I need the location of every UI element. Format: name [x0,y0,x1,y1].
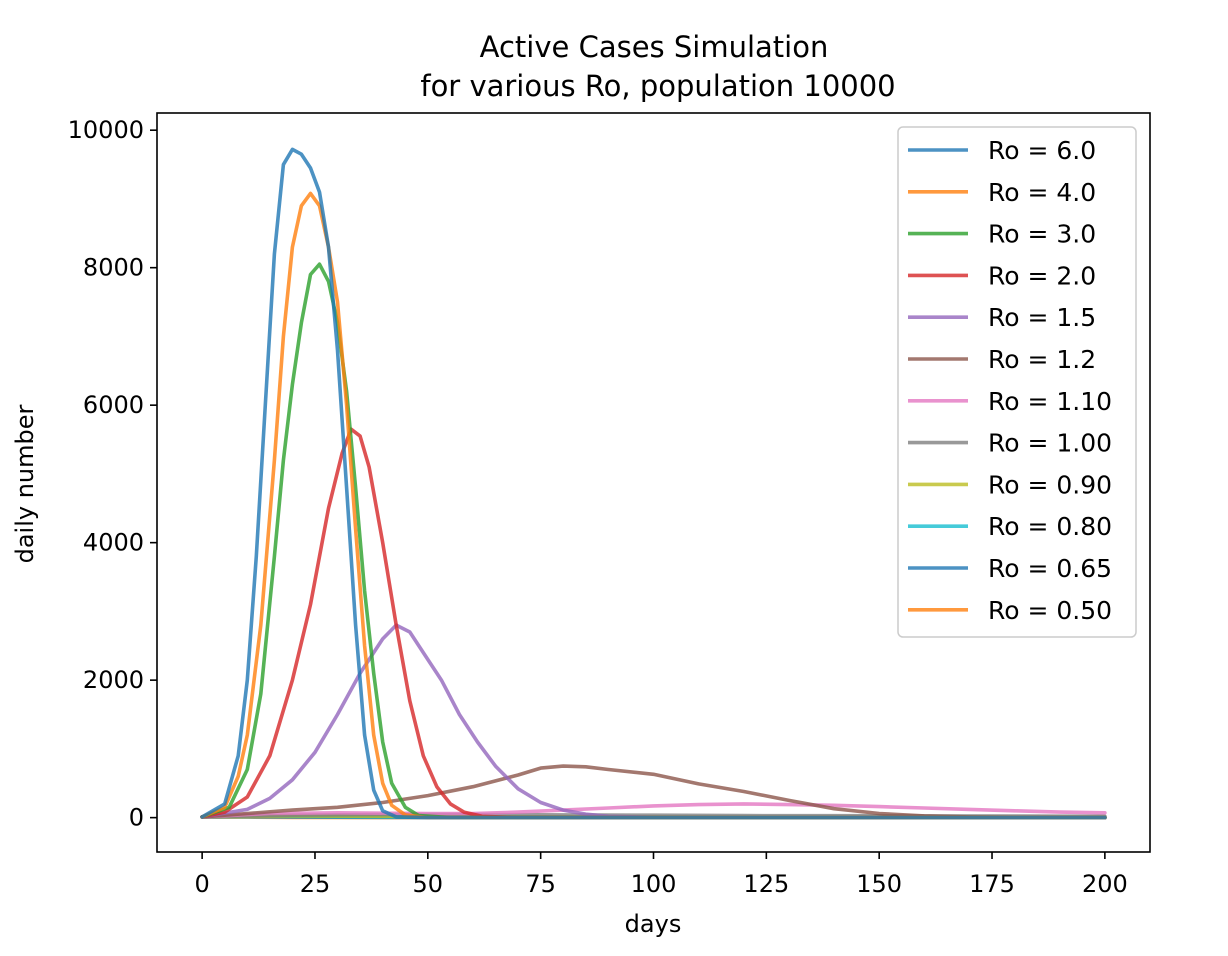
chart-title: Active Cases Simulation [480,30,829,64]
legend-label-11: Ro = 0.50 [988,596,1112,625]
x-tick-label-4: 100 [631,870,677,898]
legend-label-10: Ro = 0.65 [988,554,1112,583]
x-tick-label-1: 25 [300,870,331,898]
y-tick-label-0: 0 [129,804,144,832]
legend-label-9: Ro = 0.80 [988,512,1112,541]
y-tick-label-2: 4000 [83,529,144,557]
legend-label-3: Ro = 2.0 [988,261,1096,290]
series-line-6 [200,802,1107,819]
legend-label-1: Ro = 4.0 [988,178,1096,207]
series-line-4 [200,623,1107,820]
series-line-5 [200,764,1107,820]
y-tick-label-4: 8000 [83,254,144,282]
y-tick-label-1: 2000 [83,666,144,694]
legend-entries: Ro = 6.0 Ro = 4.0 Ro = 3.0 Ro = 2.0 Ro = 1.5… [908,136,1112,625]
series-line-3 [200,427,1107,820]
legend-label-7: Ro = 1.00 [988,429,1112,458]
y-axis-label: daily number [11,404,39,563]
x-tick-label-0: 0 [194,870,209,898]
x-tick-label-5: 125 [743,870,789,898]
legend-label-5: Ro = 1.2 [988,345,1096,374]
legend: Ro = 6.0 Ro = 4.0 Ro = 3.0 Ro = 2.0 Ro = 1.5… [897,126,1137,638]
legend-label-2: Ro = 3.0 [988,220,1096,249]
legend-label-6: Ro = 1.10 [988,387,1112,416]
x-tick-label-3: 75 [525,870,556,898]
y-axis-ticks: 0 2000 4000 6000 8000 10000 [68,116,157,832]
x-tick-label-2: 50 [413,870,444,898]
y-tick-label-3: 6000 [83,391,144,419]
legend-label-0: Ro = 6.0 [988,136,1096,165]
series-layer [200,147,1107,820]
legend-box [897,126,1137,638]
chart-subtitle: for various Ro, population 10000 [420,69,895,103]
series-line-0 [200,147,1107,820]
x-tick-label-6: 150 [856,870,902,898]
x-tick-label-8: 200 [1082,870,1128,898]
x-axis-ticks: 0 25 50 75 100 125 150 175 200 [194,852,1128,898]
x-axis-label: days [625,910,682,938]
x-tick-label-7: 175 [969,870,1015,898]
legend-label-8: Ro = 0.90 [988,470,1112,499]
y-tick-label-5: 10000 [68,116,144,144]
legend-label-4: Ro = 1.5 [988,303,1096,332]
